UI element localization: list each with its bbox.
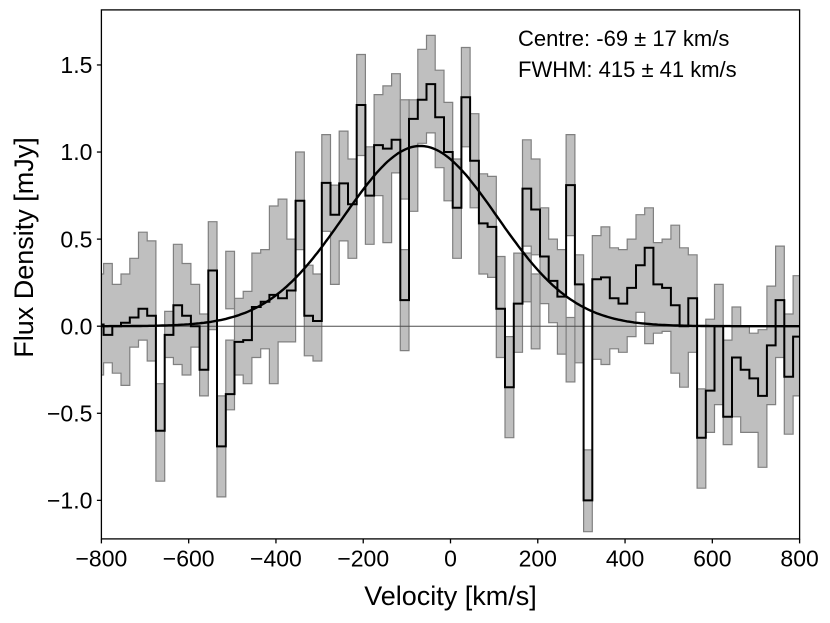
svg-text:−0.5: −0.5	[47, 400, 92, 426]
svg-text:FWHM: 415 ± 41 km/s: FWHM: 415 ± 41 km/s	[518, 57, 737, 82]
svg-text:1.5: 1.5	[60, 52, 92, 78]
svg-text:−600: −600	[163, 546, 215, 572]
svg-text:Velocity [km/s]: Velocity [km/s]	[364, 581, 537, 611]
svg-text:Centre: -69 ± 17 km/s: Centre: -69 ± 17 km/s	[518, 26, 729, 51]
svg-text:0: 0	[444, 546, 457, 572]
svg-text:−400: −400	[250, 546, 302, 572]
svg-text:1.0: 1.0	[60, 139, 92, 165]
svg-text:Flux Density [mJy]: Flux Density [mJy]	[9, 137, 39, 358]
svg-text:0.0: 0.0	[60, 313, 92, 339]
svg-text:600: 600	[693, 546, 731, 572]
svg-text:800: 800	[780, 546, 818, 572]
svg-text:−800: −800	[75, 546, 127, 572]
svg-text:0.5: 0.5	[60, 226, 92, 252]
svg-text:200: 200	[519, 546, 557, 572]
svg-text:400: 400	[606, 546, 644, 572]
svg-text:−200: −200	[337, 546, 389, 572]
svg-text:−1.0: −1.0	[47, 488, 92, 514]
